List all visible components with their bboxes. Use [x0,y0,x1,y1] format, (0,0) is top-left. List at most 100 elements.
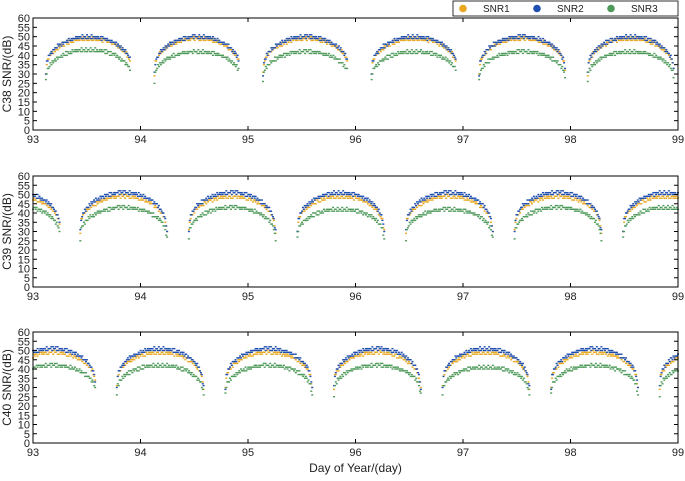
point-snr3 [310,214,313,216]
point-snr2 [73,351,76,354]
point-snr2 [79,35,82,38]
point-snr2 [300,212,303,214]
point-snr1 [141,353,144,355]
point-snr3 [498,366,501,368]
point-snr2 [133,353,136,355]
point-snr3 [157,366,160,368]
point-snr1 [144,355,147,357]
point-snr1 [640,203,643,205]
point-snr3 [343,63,346,66]
point-snr2 [267,347,270,350]
point-snr2 [339,47,342,49]
point-snr3 [420,216,423,218]
point-snr3 [225,208,228,210]
point-snr3 [348,208,351,210]
point-snr3 [487,58,490,60]
point-snr3 [555,62,558,64]
point-snr3 [388,364,391,366]
point-snr3 [153,366,156,368]
point-snr3 [160,366,163,368]
point-snr1 [299,362,302,365]
point-snr3 [468,210,471,212]
point-snr3 [97,50,100,53]
point-snr1 [62,351,65,354]
point-snr3 [554,204,557,207]
point-snr2 [103,197,106,199]
point-snr2 [275,45,278,47]
point-snr2 [117,190,120,192]
point-snr3 [327,208,330,210]
point-snr3 [253,364,256,366]
point-snr2 [640,35,643,38]
point-snr3 [435,52,438,55]
point-snr2 [288,37,291,40]
point-snr2 [333,193,336,196]
point-snr3 [111,208,114,210]
point-snr1 [108,197,111,199]
point-snr3 [244,366,247,368]
point-snr2 [343,193,346,196]
point-snr2 [277,347,280,350]
point-snr3 [594,221,597,223]
point-snr1 [629,39,632,42]
point-snr1 [490,49,492,51]
point-snr1 [195,366,198,368]
point-snr3 [310,390,313,392]
point-snr3 [385,58,388,60]
point-snr1 [512,39,515,42]
point-snr3 [79,50,82,53]
point-snr3 [454,69,457,71]
point-snr3 [426,210,429,212]
point-snr3 [588,67,591,70]
point-snr3 [292,368,295,370]
point-snr2 [53,347,56,350]
point-snr2 [666,193,669,196]
point-snr2 [382,347,385,350]
point-snr1 [97,201,100,203]
point-snr3 [103,208,106,210]
point-snr3 [164,228,167,231]
point-snr3 [510,50,513,53]
point-snr3 [376,219,379,222]
point-snr2 [458,355,461,357]
point-snr2 [60,349,63,352]
point-snr3 [573,210,576,212]
point-snr1 [315,39,318,42]
point-snr3 [498,52,501,55]
point-snr3 [659,56,662,58]
point-snr2 [665,49,668,51]
point-snr1 [462,355,465,357]
point-snr2 [274,346,277,348]
point-snr1 [321,41,324,43]
point-snr2 [221,41,224,43]
point-snr3 [518,221,521,223]
point-snr2 [668,193,671,196]
point-snr1 [497,353,500,355]
point-snr3 [100,49,103,51]
point-snr1 [665,52,668,55]
point-snr2 [564,191,567,194]
point-snr2 [149,349,152,352]
point-snr3 [120,206,123,209]
point-snr2 [545,193,548,196]
point-snr1 [322,197,325,199]
point-snr3 [114,52,117,55]
point-snr2 [657,193,660,196]
point-snr1 [348,359,351,361]
point-snr2 [557,49,560,51]
point-snr3 [398,52,401,55]
point-snr2 [260,349,263,352]
point-snr1 [388,45,391,47]
point-snr1 [615,41,618,43]
point-snr2 [336,193,339,196]
point-snr3 [247,366,250,368]
point-snr2 [508,351,511,354]
point-snr2 [506,351,509,354]
point-snr1 [434,197,437,199]
point-snr3 [592,63,595,66]
point-snr3 [321,210,324,212]
point-snr2 [262,75,265,77]
point-snr3 [549,208,552,210]
point-snr3 [517,375,520,378]
point-snr3 [401,368,404,370]
